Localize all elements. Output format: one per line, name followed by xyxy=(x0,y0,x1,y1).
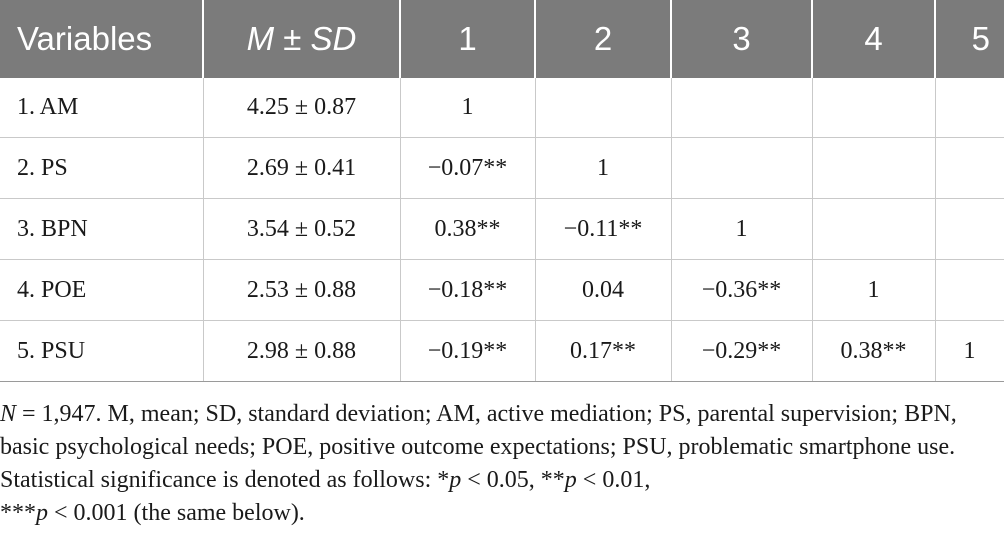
table-cell: −0.36** xyxy=(670,259,812,321)
table-row: 2. PS 2.69 ± 0.41 −0.07** 1 xyxy=(0,137,1004,199)
table-row: 3. BPN 3.54 ± 0.52 0.38** −0.11** 1 xyxy=(0,198,1004,260)
table-cell: −0.18** xyxy=(399,259,535,321)
table-row: 4. POE 2.53 ± 0.88 −0.18** 0.04 −0.36** … xyxy=(0,259,1004,321)
table-row: 5. PSU 2.98 ± 0.88 −0.19** 0.17** −0.29*… xyxy=(0,320,1004,382)
header-mean-sd: M ± SD xyxy=(202,0,400,78)
table-cell: 1 xyxy=(399,78,535,138)
table-cell xyxy=(811,137,935,199)
header-variables: Variables xyxy=(0,0,203,78)
table-cell: 1 xyxy=(934,320,1004,382)
table-cell: −0.29** xyxy=(670,320,812,382)
table-cell: −0.07** xyxy=(399,137,535,199)
table-row: 1. AM 4.25 ± 0.87 1 xyxy=(0,78,1004,138)
footnote-n-symbol: N xyxy=(0,401,17,427)
header-col-1: 1 xyxy=(399,0,535,78)
table-cell: 0.38** xyxy=(811,320,935,382)
footnote-sig3-threshold: < 0.001 (the same below). xyxy=(48,500,305,526)
table-cell xyxy=(934,259,1004,321)
row-variable-label: 2. PS xyxy=(0,137,203,199)
table-cell xyxy=(811,78,935,138)
header-col-5: 5 xyxy=(934,0,1004,78)
footnote-sig3-stars: *** xyxy=(0,500,36,526)
row-variable-label: 1. AM xyxy=(0,78,203,138)
footnote-sig1-p: p xyxy=(449,467,462,493)
table-cell: −0.11** xyxy=(534,198,671,260)
header-col-3: 3 xyxy=(670,0,812,78)
header-col-4: 4 xyxy=(811,0,935,78)
footnote-sig2-stars: ** xyxy=(540,467,565,493)
table-cell: 1 xyxy=(670,198,812,260)
table-cell: 1 xyxy=(811,259,935,321)
row-mean-sd: 4.25 ± 0.87 xyxy=(202,78,400,138)
row-mean-sd: 2.98 ± 0.88 xyxy=(202,320,400,382)
table-cell xyxy=(811,198,935,260)
table-cell xyxy=(670,137,812,199)
row-variable-label: 4. POE xyxy=(0,259,203,321)
row-variable-label: 3. BPN xyxy=(0,198,203,260)
table-cell: 1 xyxy=(534,137,671,199)
footnote-sig2-threshold: < 0.01, xyxy=(576,467,651,493)
row-mean-sd: 2.69 ± 0.41 xyxy=(202,137,400,199)
footnote-sig2-p: p xyxy=(564,467,577,493)
header-row: Variables M ± SD 1 2 3 4 5 xyxy=(0,0,1004,78)
row-mean-sd: 3.54 ± 0.52 xyxy=(202,198,400,260)
table-cell xyxy=(934,137,1004,199)
correlation-table: Variables M ± SD 1 2 3 4 5 1. AM 4.25 ± … xyxy=(0,0,1004,382)
table-cell xyxy=(670,78,812,138)
row-variable-label: 5. PSU xyxy=(0,320,203,382)
table-cell: −0.19** xyxy=(399,320,535,382)
table-cell xyxy=(934,78,1004,138)
table-footnote: N = 1,947. M, mean; SD, standard deviati… xyxy=(0,398,1000,530)
table-cell xyxy=(934,198,1004,260)
table-cell: 0.17** xyxy=(534,320,671,382)
footnote-sig1-stars: * xyxy=(437,467,450,493)
table-cell: 0.38** xyxy=(399,198,535,260)
footnote-sig3-p: p xyxy=(36,500,48,526)
table-cell xyxy=(534,78,671,138)
header-col-2: 2 xyxy=(534,0,671,78)
footnote-text: = 1,947. M, mean; SD, standard deviation… xyxy=(0,401,957,493)
row-mean-sd: 2.53 ± 0.88 xyxy=(202,259,400,321)
table-cell: 0.04 xyxy=(534,259,671,321)
footnote-sig1-threshold: < 0.05, xyxy=(461,467,541,493)
